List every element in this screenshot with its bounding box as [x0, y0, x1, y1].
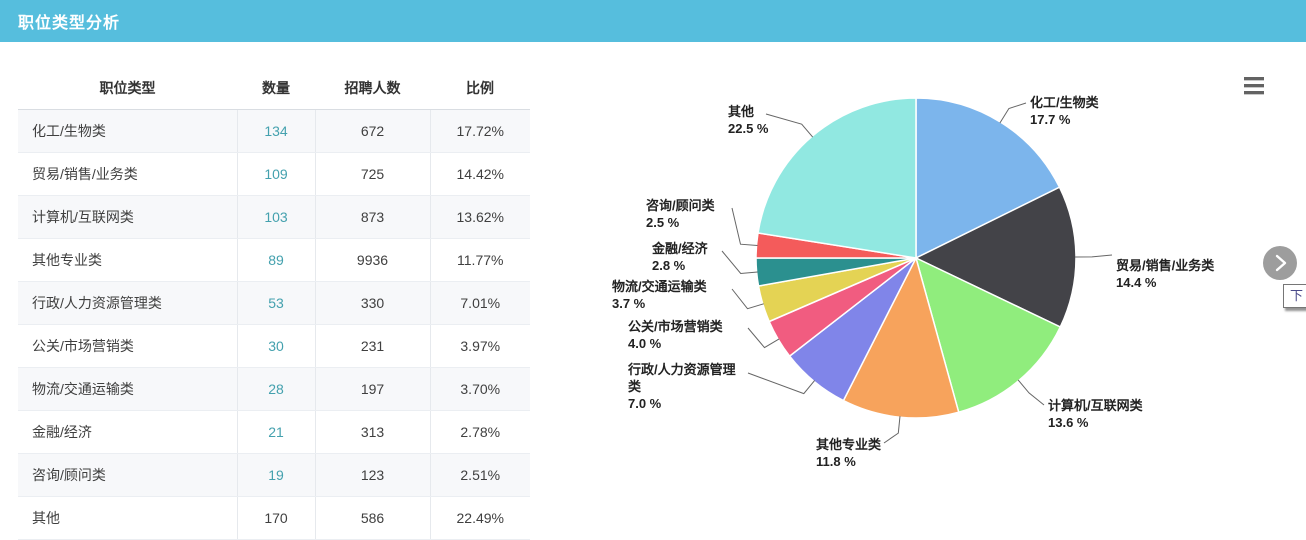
job-type-table: 职位类型 数量 招聘人数 比例 化工/生物类 134 672 17.72% 贸易/销售/… [18, 66, 530, 540]
ratio-cell: 2.78% [430, 410, 530, 454]
ratio-cell: 3.97% [430, 324, 530, 368]
count-cell[interactable]: 53 [237, 281, 316, 325]
job-type-cell: 其他专业类 [18, 238, 238, 282]
count-cell[interactable]: 134 [237, 109, 316, 153]
slice-label: 化工/生物类 17.7 % [1030, 95, 1100, 127]
slice-label: 金融/经济 2.8 % [651, 241, 709, 273]
page-title: 职位类型分析 [18, 15, 121, 32]
table-row: 行政/人力资源管理类 53 330 7.01% [18, 281, 530, 325]
count-cell[interactable]: 28 [237, 367, 316, 411]
table-row: 物流/交通运输类 28 197 3.70% [18, 367, 530, 411]
label-connector-line [747, 327, 780, 349]
hires-cell: 586 [315, 496, 431, 540]
slice-label: 公关/市场营销类 4.0 % [628, 319, 724, 351]
label-connector-line [747, 372, 815, 395]
chart-export-menu-button[interactable] [1244, 77, 1264, 96]
hires-cell: 725 [315, 152, 431, 196]
job-type-cell: 计算机/互联网类 [18, 195, 238, 239]
slice-label: 咨询/顾问类 2.5 % [646, 198, 716, 230]
hires-cell: 672 [315, 109, 431, 153]
label-connector-line [721, 250, 758, 275]
hires-cell: 330 [315, 281, 431, 325]
slice-label: 物流/交通运输类 3.7 % [612, 279, 708, 311]
column-header-count: 数量 [237, 66, 315, 110]
hamburger-icon-bar [1244, 91, 1264, 95]
table-row: 其他专业类 89 9936 11.77% [18, 238, 530, 282]
count-cell[interactable]: 103 [237, 195, 316, 239]
count-cell: 170 [237, 496, 316, 540]
slice-label: 其他专业类 11.8 % [816, 437, 882, 469]
column-header-hires: 招聘人数 [315, 66, 430, 110]
hires-cell: 313 [315, 410, 431, 454]
job-type-cell: 贸易/销售/业务类 [18, 152, 238, 196]
pie-chart: 化工/生物类 17.7 % 贸易/销售/业务类 14.4 % 计算机/互联网类 13.6 … [540, 62, 1306, 513]
slice-label: 行政/人力资源管理类 7.0 % [627, 362, 736, 411]
ratio-cell: 11.77% [430, 238, 530, 282]
job-type-table-panel: 职位类型 数量 招聘人数 比例 化工/生物类 134 672 17.72% 贸易/销售/… [18, 66, 530, 540]
ratio-cell: 13.62% [430, 195, 530, 239]
ratio-cell: 3.70% [430, 367, 530, 411]
column-header-job-type: 职位类型 [18, 66, 237, 110]
slice-label: 其他 22.5 % [728, 104, 769, 136]
table-row: 金融/经济 21 313 2.78% [18, 410, 530, 454]
hires-cell: 197 [315, 367, 431, 411]
pie-chart-svg: 化工/生物类 17.7 % 贸易/销售/业务类 14.4 % 计算机/互联网类 13.6 … [612, 95, 1215, 469]
hamburger-icon [1244, 77, 1264, 81]
label-connector-line [883, 416, 901, 444]
job-type-cell: 公关/市场营销类 [18, 324, 238, 368]
job-type-cell: 金融/经济 [18, 410, 238, 454]
count-cell[interactable]: 30 [237, 324, 316, 368]
tooltip: 下 [1283, 284, 1306, 308]
count-cell[interactable]: 89 [237, 238, 316, 282]
table-row: 化工/生物类 134 672 17.72% [18, 109, 530, 153]
table-row: 计算机/互联网类 103 873 13.62% [18, 195, 530, 239]
ratio-cell: 14.42% [430, 152, 530, 196]
hires-cell: 9936 [315, 238, 431, 282]
hires-cell: 231 [315, 324, 431, 368]
ratio-cell: 2.51% [430, 453, 530, 497]
table-row: 贸易/销售/业务类 109 725 14.42% [18, 152, 530, 196]
count-cell[interactable]: 109 [237, 152, 316, 196]
table-row: 咨询/顾问类 19 123 2.51% [18, 453, 530, 497]
job-table-body: 化工/生物类 134 672 17.72% 贸易/销售/业务类 109 725 14.42% 计… [18, 109, 530, 540]
ratio-cell: 7.01% [430, 281, 530, 325]
chevron-right-icon [1275, 254, 1287, 272]
table-row: 其他 170 586 22.49% [18, 496, 530, 540]
hires-cell: 873 [315, 195, 431, 239]
label-connector-line [1074, 254, 1113, 258]
ratio-cell: 22.49% [430, 496, 530, 540]
job-type-cell: 行政/人力资源管理类 [18, 281, 238, 325]
label-connector-line [999, 102, 1027, 124]
column-header-ratio: 比例 [430, 66, 530, 110]
pie-slice-10[interactable] [757, 97, 917, 259]
job-type-cell: 物流/交通运输类 [18, 367, 238, 411]
label-connector-line [1017, 379, 1045, 406]
label-connector-line [765, 113, 814, 138]
table-row: 公关/市场营销类 30 231 3.97% [18, 324, 530, 368]
hires-cell: 123 [315, 453, 431, 497]
job-type-cell: 化工/生物类 [18, 109, 238, 153]
label-connector-line [731, 288, 764, 310]
hamburger-icon-bar [1244, 84, 1264, 88]
count-cell[interactable]: 19 [237, 453, 316, 497]
page-header: 职位类型分析 [0, 0, 1306, 42]
count-cell[interactable]: 21 [237, 410, 316, 454]
next-page-button[interactable] [1263, 246, 1297, 280]
slice-label: 贸易/销售/业务类 14.4 % [1116, 258, 1215, 290]
slice-label: 计算机/互联网类 13.6 % [1048, 398, 1144, 430]
table-header-row: 职位类型 数量 招聘人数 比例 [18, 66, 530, 110]
job-type-cell: 咨询/顾问类 [18, 453, 238, 497]
label-connector-line [731, 207, 758, 246]
tooltip-text: 下 [1290, 288, 1304, 303]
ratio-cell: 17.72% [430, 109, 530, 153]
job-type-cell: 其他 [18, 496, 238, 540]
